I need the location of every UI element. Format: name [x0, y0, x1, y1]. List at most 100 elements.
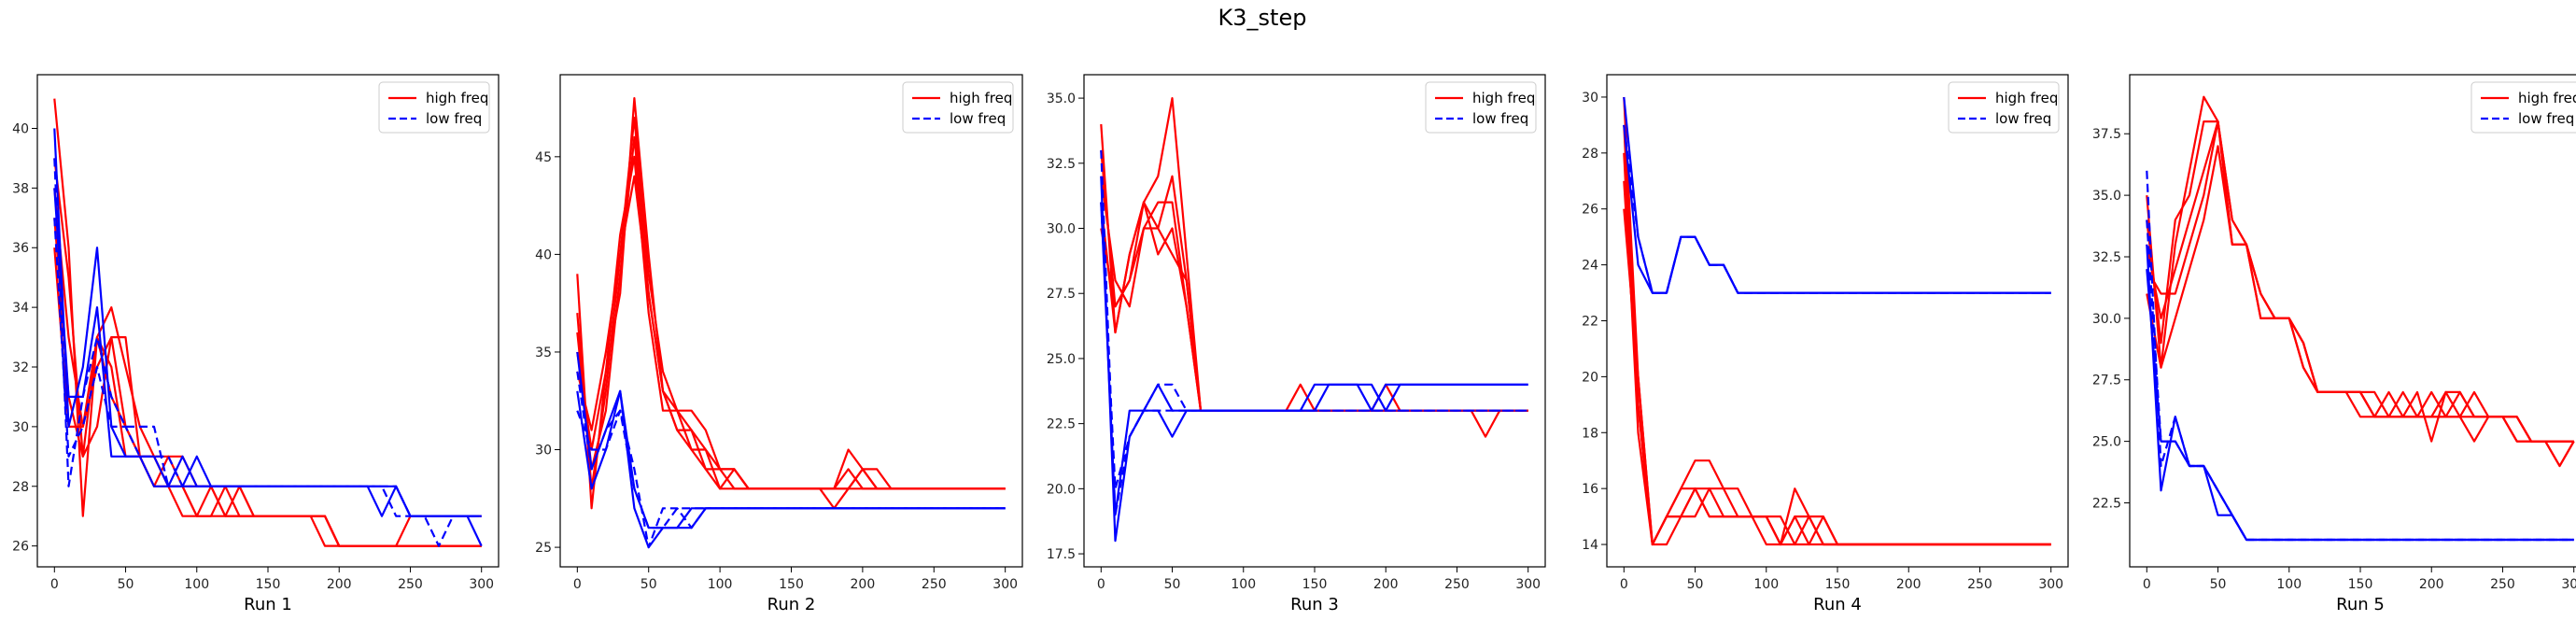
y-tick-label: 30	[1582, 91, 1598, 106]
x-axis-label: Run 3	[1290, 595, 1339, 614]
series-line-high-0	[1623, 96, 2051, 546]
series-line-high-4	[53, 247, 482, 547]
x-tick-label: 200	[851, 577, 876, 592]
legend: high freq low freq	[1948, 81, 2060, 134]
series-line-low-6	[53, 188, 482, 517]
series-group	[1100, 96, 1528, 543]
y-tick-label: 22.5	[2092, 496, 2121, 511]
series-line-high-1	[53, 158, 482, 547]
x-tick-label: 50	[118, 577, 134, 592]
series-line-high-1	[1100, 149, 1528, 412]
legend-label-high: high freq	[426, 90, 488, 106]
y-tick-label: 36	[12, 241, 29, 256]
x-axis-label: Run 4	[1813, 595, 1862, 614]
y-tick-label: 30.0	[1047, 222, 1076, 237]
y-tick-label: 30.0	[2092, 312, 2121, 327]
x-tick-label: 0	[1097, 577, 1105, 592]
series-line-high-4	[2146, 145, 2575, 468]
x-tick-label: 0	[1620, 577, 1628, 592]
x-tick-label: 250	[2490, 577, 2515, 592]
series-line-low-8	[2146, 219, 2574, 542]
x-tick-label: 50	[2210, 577, 2227, 592]
legend: high freq low freq	[378, 81, 490, 134]
y-tick-label: 27.5	[1047, 287, 1076, 302]
series-line-high-1	[1623, 124, 2051, 546]
legend-label-high: high freq	[1472, 90, 1535, 106]
series-line-low-5	[576, 351, 1006, 549]
y-tick-label: 26	[12, 540, 29, 555]
x-tick-label: 300	[1515, 577, 1541, 592]
subplot-run-4: 0 50 100 150 200 250 300 14 16 18 20 22 24 26 28 30 Run …	[1582, 74, 2069, 614]
x-tick-label: 50	[640, 577, 657, 592]
axes-frame	[2129, 74, 2576, 568]
legend-box	[378, 81, 490, 134]
legend-label-low: low freq	[950, 110, 1006, 127]
x-tick-label: 100	[1753, 577, 1779, 592]
y-tick-label: 16	[1582, 482, 1598, 497]
y-tick-label: 35	[535, 346, 552, 360]
x-tick-label: 0	[50, 577, 59, 592]
subplot-run-3: 0 50 100 150 200 250 300 17.5 20.0 22.5 25.0 27.5 30…	[1047, 74, 1546, 614]
x-axis-label: Run 2	[767, 595, 816, 614]
subplot-run-1: 0 50 100 150 200 250 300 26 28 30 32 34 36 38 40 Run 1 h…	[12, 74, 500, 614]
series-line-low-5	[1100, 176, 1528, 543]
y-tick-label: 40	[12, 121, 29, 136]
y-tick-label: 37.5	[2092, 127, 2121, 142]
y-tick-label: 38	[12, 181, 29, 196]
y-tick-label: 25	[535, 541, 552, 556]
x-tick-label: 200	[1373, 577, 1399, 592]
series-line-high-4	[1100, 227, 1528, 412]
series-line-low-8	[1100, 202, 1528, 490]
series-group	[1623, 96, 2051, 546]
y-tick-label: 18	[1582, 426, 1598, 441]
axes-frame	[36, 74, 500, 568]
y-tick-label: 28	[12, 480, 29, 495]
series-line-low-8	[576, 409, 1006, 529]
x-tick-label: 200	[2419, 577, 2444, 592]
x-tick-label: 250	[922, 577, 947, 592]
x-tick-label: 0	[2143, 577, 2151, 592]
y-tick-label: 32.5	[1047, 157, 1076, 172]
x-tick-label: 300	[2561, 577, 2576, 592]
y-tick-label: 30	[12, 420, 29, 435]
legend-label-high: high freq	[2518, 90, 2576, 106]
axes-frame	[1083, 74, 1546, 568]
legend-label-low: low freq	[426, 110, 482, 127]
legend: high freq low freq	[1425, 81, 1537, 134]
y-tick-label: 45	[535, 150, 552, 165]
y-tick-label: 32	[12, 360, 29, 375]
series-line-high-3	[1623, 180, 2051, 546]
y-tick-label: 32.5	[2092, 250, 2121, 265]
y-tick-label: 34	[12, 301, 29, 316]
x-axis-label: Run 5	[2336, 595, 2385, 614]
y-tick-label: 30	[535, 444, 552, 459]
series-line-high-3	[2146, 120, 2574, 443]
legend-label-low: low freq	[1995, 110, 2051, 127]
legend-box	[2470, 81, 2576, 134]
legend-label-high: high freq	[950, 90, 1012, 106]
legend-box	[1425, 81, 1537, 134]
x-tick-label: 150	[1825, 577, 1851, 592]
series-line-low-7	[2146, 170, 2574, 542]
y-tick-label: 14	[1582, 538, 1598, 553]
x-tick-label: 250	[1444, 577, 1470, 592]
series-line-high-0	[576, 96, 1006, 510]
legend-label-high: high freq	[1995, 90, 2058, 106]
x-tick-label: 0	[573, 577, 582, 592]
series-line-high-3	[1100, 201, 1528, 412]
x-tick-label: 250	[398, 577, 423, 592]
y-tick-label: 27.5	[2092, 374, 2121, 388]
x-tick-label: 300	[2038, 577, 2063, 592]
x-tick-label: 100	[2276, 577, 2302, 592]
x-tick-label: 300	[992, 577, 1018, 592]
y-tick-label: 35.0	[2092, 189, 2121, 204]
axes-frame	[559, 74, 1023, 568]
legend: high freq low freq	[2470, 81, 2576, 134]
series-group	[53, 98, 483, 547]
x-tick-label: 100	[184, 577, 209, 592]
y-tick-label: 20.0	[1047, 482, 1076, 497]
x-tick-label: 150	[1302, 577, 1328, 592]
series-line-high-2	[53, 188, 482, 547]
y-tick-label: 40	[535, 247, 552, 262]
